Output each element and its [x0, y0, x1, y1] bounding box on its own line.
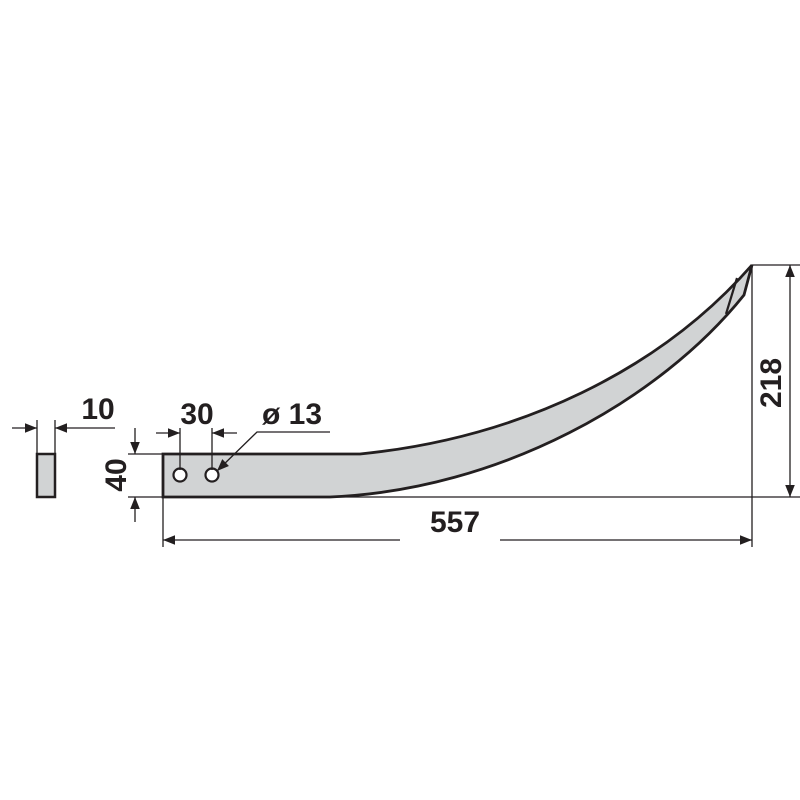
leader-line: [216, 431, 330, 472]
cross-section: [35, 452, 57, 499]
thickness-label: 10: [81, 393, 114, 426]
mounting-hole: [204, 467, 220, 483]
hole-spacing-label: 30: [180, 398, 213, 431]
tip-bevel: [724, 277, 739, 315]
tine-body: [161, 264, 754, 499]
width-label: 40: [100, 458, 133, 491]
mounting-hole: [172, 467, 188, 483]
hole-diameter-label: ø 13: [262, 398, 322, 431]
length-label: 557: [430, 506, 480, 539]
height-label: 218: [755, 358, 788, 408]
